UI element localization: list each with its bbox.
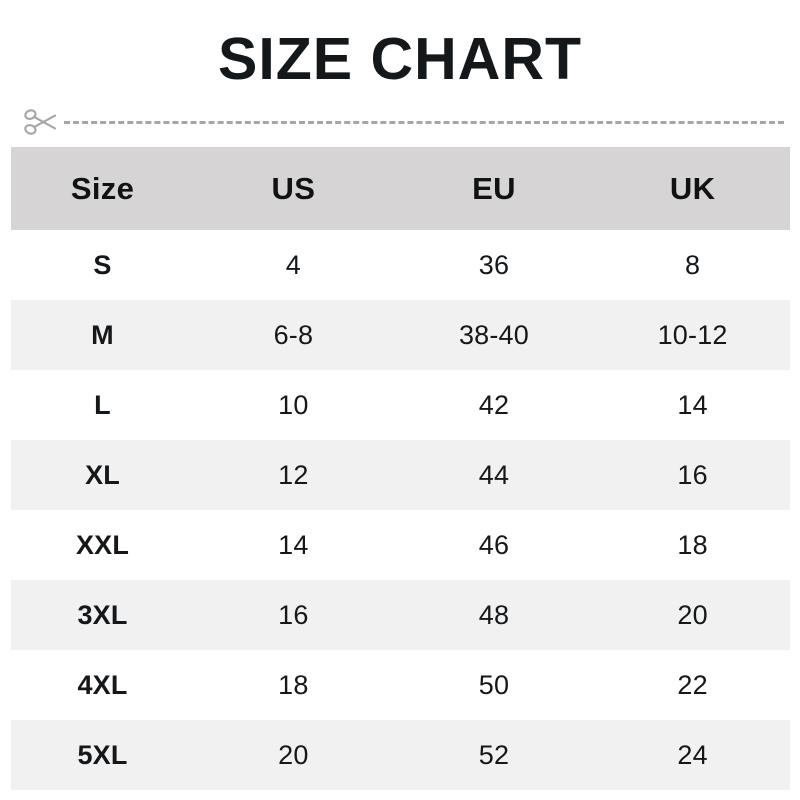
cell-size: 4XL	[11, 650, 195, 720]
page-title-container: SIZE CHART	[0, 26, 800, 92]
cell-size: XXL	[11, 510, 195, 580]
table-header-row: Size US EU UK	[11, 147, 790, 230]
cell-uk: 8	[595, 230, 790, 300]
table-row: M 6-8 38-40 10-12	[11, 300, 790, 370]
cell-size: 5XL	[11, 720, 195, 790]
cell-uk: 24	[595, 720, 790, 790]
cell-size: M	[11, 300, 195, 370]
dashed-cut-line	[64, 121, 784, 124]
cell-uk: 14	[595, 370, 790, 440]
cell-us: 12	[194, 440, 393, 510]
table-row: L 10 42 14	[11, 370, 790, 440]
table-row: XXL 14 46 18	[11, 510, 790, 580]
cell-us: 18	[194, 650, 393, 720]
cell-eu: 50	[392, 650, 596, 720]
cell-size: 3XL	[11, 580, 195, 650]
cell-us: 10	[194, 370, 393, 440]
cell-eu: 44	[392, 440, 596, 510]
cell-uk: 16	[595, 440, 790, 510]
column-header-uk: UK	[595, 147, 790, 230]
cell-us: 16	[194, 580, 393, 650]
cell-uk: 10-12	[595, 300, 790, 370]
cell-uk: 18	[595, 510, 790, 580]
cell-us: 14	[194, 510, 393, 580]
cell-us: 6-8	[194, 300, 393, 370]
column-header-size: Size	[11, 147, 195, 230]
table-row: 4XL 18 50 22	[11, 650, 790, 720]
cell-us: 20	[194, 720, 393, 790]
scissors-icon	[24, 109, 57, 135]
column-header-us: US	[194, 147, 393, 230]
cell-size: L	[11, 370, 195, 440]
table-row: S 4 36 8	[11, 230, 790, 300]
table-row: 3XL 16 48 20	[11, 580, 790, 650]
cell-uk: 22	[595, 650, 790, 720]
cell-size: XL	[11, 440, 195, 510]
table-row: 5XL 20 52 24	[11, 720, 790, 790]
column-header-eu: EU	[392, 147, 596, 230]
size-chart-table: Size US EU UK S 4 36 8 M 6-8 38-40 10-12…	[11, 147, 790, 790]
cell-eu: 38-40	[392, 300, 596, 370]
cell-eu: 36	[392, 230, 596, 300]
cell-us: 4	[194, 230, 393, 300]
cell-uk: 20	[595, 580, 790, 650]
cut-here-line	[22, 103, 784, 141]
cell-size: S	[11, 230, 195, 300]
cell-eu: 42	[392, 370, 596, 440]
cell-eu: 46	[392, 510, 596, 580]
cell-eu: 52	[392, 720, 596, 790]
cell-eu: 48	[392, 580, 596, 650]
page-title: SIZE CHART	[218, 26, 582, 92]
table-row: XL 12 44 16	[11, 440, 790, 510]
